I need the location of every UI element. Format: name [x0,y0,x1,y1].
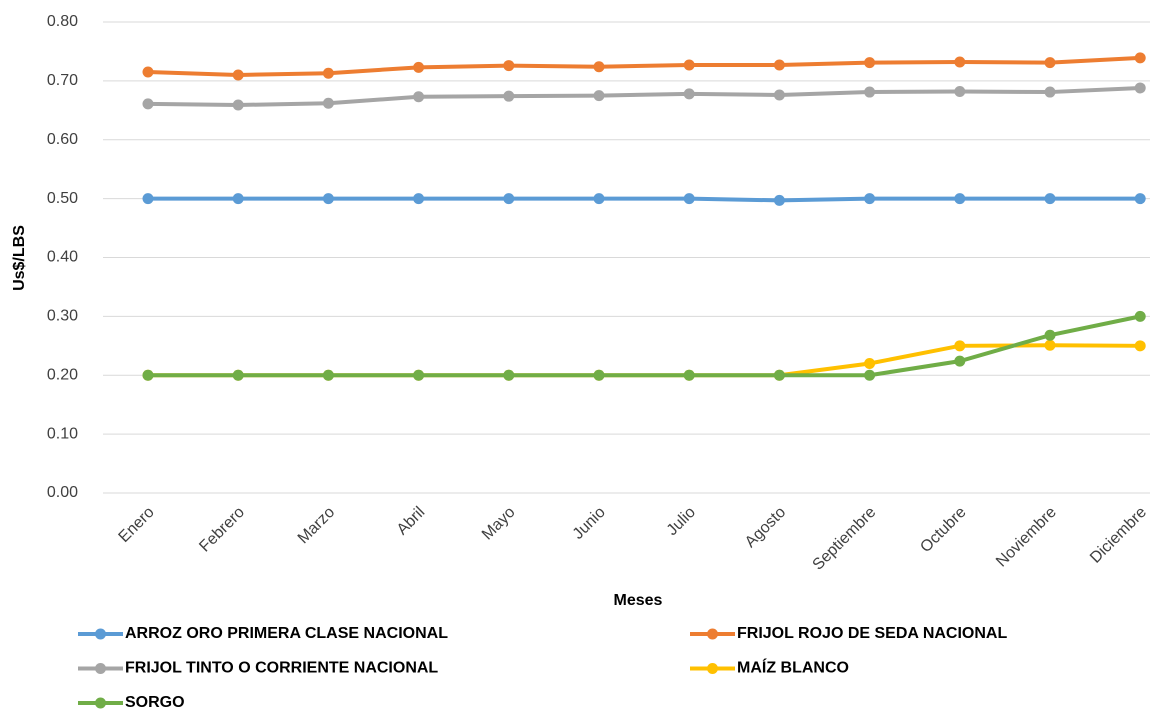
point [322,67,334,79]
point [864,57,876,69]
x-tick-label: Abril [394,504,429,539]
x-tick-label: Junio [570,504,609,543]
point [503,60,515,72]
point [864,369,876,381]
point [773,89,785,101]
point [1044,57,1056,69]
point [954,340,966,352]
point [1134,52,1146,64]
legend-marker [95,628,106,640]
point [232,99,244,111]
point [683,88,695,100]
point [683,193,695,205]
point [954,56,966,68]
point [954,193,966,205]
point [322,193,334,205]
point [413,369,425,381]
y-tick-label: 0.20 [47,366,78,383]
series-line [148,196,1141,203]
point [683,59,695,71]
legend-label: MAÍZ BLANCO [737,658,849,677]
legend-label: ARROZ ORO PRIMERA CLASE NACIONAL [125,625,448,642]
legend-marker [95,663,106,674]
point [413,91,425,103]
y-tick-label: 0.40 [47,249,78,266]
point [142,66,154,78]
y-axis-label: Us$/LBS [11,225,28,291]
point [1134,193,1146,205]
point [683,369,695,381]
legend-marker [95,697,106,709]
legend-label: FRIJOL ROJO DE SEDA NACIONAL [737,625,1007,642]
point [232,369,244,381]
y-tick-label: 0.00 [47,484,78,501]
point [773,59,785,71]
x-tick-label: Julio [664,504,699,539]
point [864,86,876,98]
legend-marker [707,663,718,674]
point [954,355,966,367]
y-tick-label: 0.50 [47,190,78,207]
series-line [148,343,1141,378]
series-line [147,55,1141,77]
point [503,369,515,381]
y-tick-label: 0.10 [47,425,78,442]
point [503,90,515,102]
x-axis-label: Meses [614,592,663,609]
point [503,193,515,205]
point [142,369,154,381]
x-tick-label: Diciembre [1087,504,1150,567]
point [954,85,966,97]
series-line [148,314,1141,378]
point [593,369,605,381]
x-tick-label: Noviembre [993,504,1060,571]
legend-label: FRIJOL TINTO O CORRIENTE NACIONAL [125,660,438,677]
y-tick-label: 0.70 [47,72,78,89]
point [1044,329,1056,341]
point [1044,86,1056,98]
point [322,369,334,381]
point [142,98,154,110]
point [232,193,244,205]
point [1044,339,1056,351]
x-tick-label: Febrero [196,504,248,556]
x-tick-label: Septiembre [810,504,880,574]
point [1134,340,1146,352]
point [864,357,876,369]
x-tick-label: Enero [116,504,158,546]
y-tick-label: 0.30 [47,308,78,325]
series-line [147,85,1141,108]
point [773,194,785,206]
x-tick-label: Mayo [479,504,519,544]
legend-label: SORGO [125,694,185,711]
point [1134,310,1146,322]
point [1134,82,1146,94]
point [864,193,876,205]
point [1044,193,1056,205]
legend-marker [707,628,718,640]
point [593,90,605,102]
x-tick-label: Marzo [295,504,339,548]
point [232,69,244,81]
y-tick-label: 0.80 [47,13,78,30]
y-tick-label: 0.60 [47,131,78,148]
x-tick-label: Agosto [742,504,789,551]
point [593,193,605,205]
x-tick-label: Octubre [917,504,969,556]
point [773,369,785,381]
point [413,193,425,205]
point [322,97,334,109]
point [413,61,425,73]
point [142,193,154,205]
point [593,61,605,73]
